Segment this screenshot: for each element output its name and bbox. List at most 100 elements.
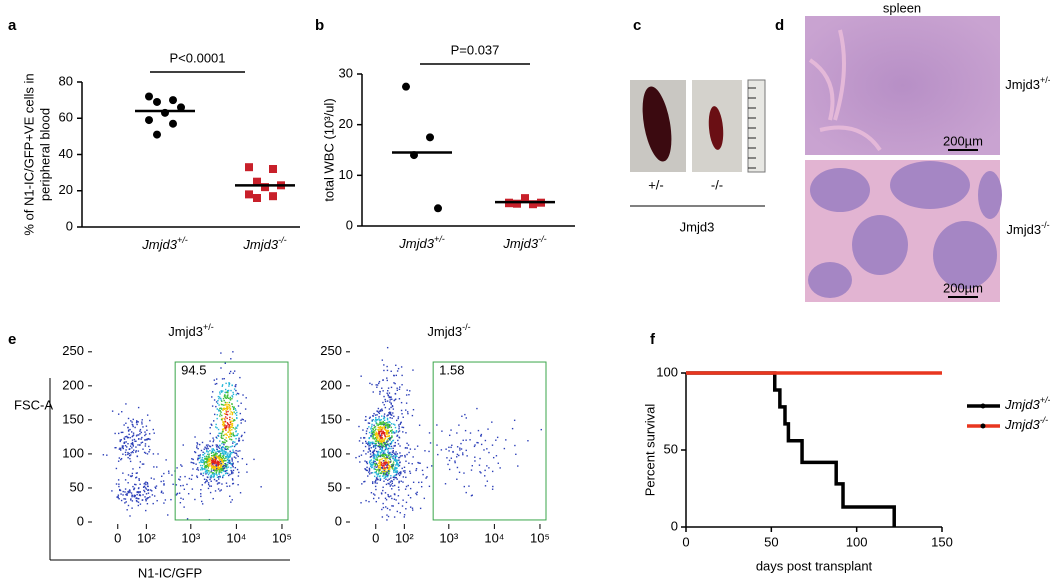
event-dot (226, 448, 229, 450)
event-dot (454, 461, 456, 464)
event-dot (226, 417, 228, 420)
event-dot (186, 483, 188, 486)
event-dot (153, 432, 155, 434)
event-dot (391, 497, 393, 500)
event-dot (363, 437, 366, 439)
event-dot (373, 453, 375, 455)
event-dot (227, 474, 230, 477)
event-dot (191, 458, 193, 460)
event-dot (135, 476, 138, 478)
event-dot (527, 440, 529, 442)
event-dot (141, 441, 144, 444)
event-dot (223, 404, 225, 406)
event-dot (402, 431, 404, 433)
event-dot (122, 445, 124, 447)
event-dot (379, 460, 381, 463)
event-dot (398, 430, 401, 432)
x-tick-label: 10³ (439, 530, 458, 545)
event-dot (210, 471, 212, 473)
event-dot (484, 485, 487, 487)
event-dot (389, 461, 391, 463)
event-dot (123, 498, 125, 500)
event-dot (124, 491, 126, 493)
event-dot (207, 483, 210, 486)
event-dot (409, 472, 412, 474)
spleen-het (642, 86, 672, 162)
event-dot (202, 451, 204, 454)
event-dot (460, 448, 463, 450)
data-point (177, 103, 185, 112)
event-dot (231, 429, 233, 431)
event-dot (375, 500, 377, 503)
event-dot (463, 472, 465, 474)
event-dot (387, 395, 390, 397)
event-dot (213, 420, 215, 422)
event-dot (176, 467, 178, 469)
event-dot (458, 471, 461, 474)
event-dot (406, 447, 408, 449)
event-dot (205, 462, 207, 464)
event-dot (222, 430, 224, 433)
event-dot (441, 430, 443, 432)
event-dot (375, 458, 377, 461)
event-dot (149, 489, 152, 491)
event-dot (386, 441, 388, 444)
event-dot (385, 462, 388, 464)
event-dot (381, 359, 384, 361)
event-dot (225, 410, 227, 412)
event-dot (116, 496, 118, 498)
event-dot (383, 423, 385, 426)
event-dot (480, 433, 483, 436)
event-dot (369, 449, 371, 452)
event-dot (229, 420, 232, 423)
event-dot (223, 395, 226, 397)
event-dot (211, 472, 214, 474)
event-dot (405, 432, 407, 434)
event-dot (203, 452, 206, 455)
event-dot (208, 459, 210, 462)
event-dot (456, 432, 458, 434)
event-dot (394, 458, 396, 461)
event-dot (402, 470, 405, 472)
event-dot (368, 431, 371, 434)
event-dot (388, 452, 390, 454)
event-dot (215, 466, 217, 468)
event-dot (145, 493, 148, 495)
event-dot (212, 476, 215, 478)
event-dot (215, 444, 217, 446)
event-dot (381, 422, 383, 424)
event-dot (218, 467, 220, 470)
event-dot (229, 462, 231, 464)
event-dot (386, 365, 388, 368)
event-dot (210, 458, 213, 460)
x-tick-label: 10⁵ (272, 530, 292, 545)
event-dot (147, 492, 150, 494)
event-dot (419, 462, 421, 464)
category-label: Jmjd3+/- (398, 234, 444, 251)
event-dot (428, 485, 431, 488)
event-dot (196, 445, 198, 447)
event-dot (368, 471, 370, 473)
event-dot (239, 450, 241, 452)
event-dot (204, 466, 206, 468)
event-dot (374, 480, 377, 482)
event-dot (147, 489, 150, 491)
event-dot (391, 435, 393, 437)
event-dot (381, 439, 383, 441)
event-dot (219, 456, 221, 459)
event-dot (225, 455, 228, 458)
event-dot (377, 445, 379, 447)
event-dot (223, 408, 226, 410)
event-dot (117, 479, 120, 481)
event-dot (179, 476, 182, 478)
event-dot (148, 433, 151, 435)
event-dot (387, 426, 389, 428)
event-dot (196, 475, 198, 477)
event-dot (178, 478, 180, 480)
event-dot (183, 488, 186, 490)
event-dot (125, 435, 128, 438)
event-dot (400, 421, 402, 423)
event-dot (216, 402, 219, 405)
event-dot (369, 444, 371, 447)
event-dot (405, 402, 408, 404)
